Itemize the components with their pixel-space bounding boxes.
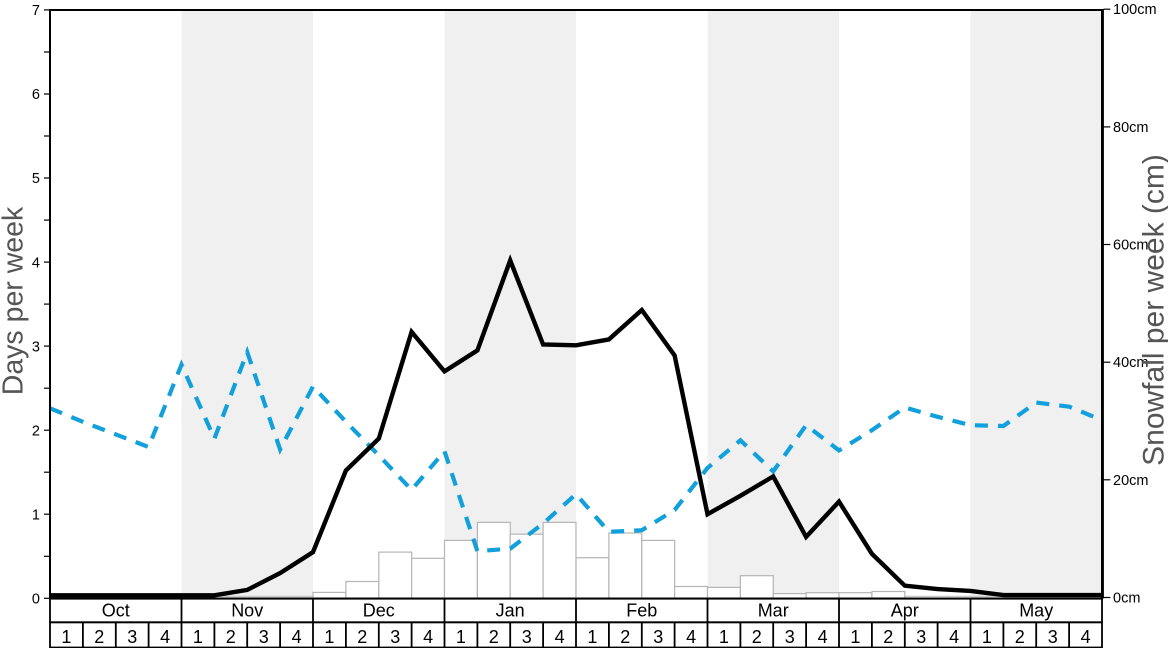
svg-text:Oct: Oct: [102, 601, 130, 621]
svg-text:100cm: 100cm: [1113, 2, 1157, 18]
svg-text:40cm: 40cm: [1113, 355, 1148, 371]
svg-text:80cm: 80cm: [1113, 120, 1148, 136]
svg-text:2: 2: [357, 627, 367, 647]
svg-text:3: 3: [259, 627, 269, 647]
svg-text:7: 7: [32, 3, 40, 19]
svg-text:5: 5: [32, 171, 40, 187]
svg-text:3: 3: [390, 627, 400, 647]
svg-text:2: 2: [489, 627, 499, 647]
svg-text:1: 1: [456, 627, 466, 647]
svg-text:3: 3: [916, 627, 926, 647]
svg-text:4: 4: [32, 255, 40, 271]
svg-text:20cm: 20cm: [1113, 473, 1148, 489]
svg-text:3: 3: [785, 627, 795, 647]
svg-text:2: 2: [226, 627, 236, 647]
svg-text:Feb: Feb: [626, 601, 657, 621]
svg-text:2: 2: [752, 627, 762, 647]
svg-text:Dec: Dec: [363, 601, 395, 621]
svg-text:4: 4: [949, 627, 959, 647]
svg-text:1: 1: [61, 627, 71, 647]
svg-text:3: 3: [127, 627, 137, 647]
svg-text:Nov: Nov: [231, 601, 263, 621]
svg-text:0: 0: [32, 592, 40, 608]
svg-text:3: 3: [522, 627, 532, 647]
svg-text:3: 3: [32, 339, 40, 355]
svg-text:4: 4: [686, 627, 696, 647]
svg-text:4: 4: [292, 627, 302, 647]
svg-text:4: 4: [423, 627, 433, 647]
svg-text:Days per week: Days per week: [0, 206, 29, 395]
svg-text:3: 3: [653, 627, 663, 647]
svg-text:2: 2: [1015, 627, 1025, 647]
svg-text:Jan: Jan: [496, 601, 525, 621]
svg-text:1: 1: [850, 627, 860, 647]
svg-text:May: May: [1019, 601, 1053, 621]
svg-text:Snowfall per week (cm): Snowfall per week (cm): [1138, 154, 1168, 466]
svg-text:Apr: Apr: [891, 601, 919, 621]
svg-text:3: 3: [1048, 627, 1058, 647]
svg-text:1: 1: [587, 627, 597, 647]
svg-text:2: 2: [32, 423, 40, 439]
svg-text:2: 2: [620, 627, 630, 647]
svg-text:0cm: 0cm: [1113, 591, 1140, 607]
svg-text:4: 4: [818, 627, 828, 647]
svg-text:4: 4: [555, 627, 565, 647]
svg-text:1: 1: [193, 627, 203, 647]
svg-text:4: 4: [1081, 627, 1091, 647]
svg-text:6: 6: [32, 87, 40, 103]
svg-text:1: 1: [32, 508, 40, 524]
svg-text:1: 1: [719, 627, 729, 647]
svg-text:2: 2: [883, 627, 893, 647]
svg-text:Mar: Mar: [758, 601, 789, 621]
svg-text:1: 1: [324, 627, 334, 647]
svg-text:60cm: 60cm: [1113, 238, 1148, 254]
svg-text:1: 1: [982, 627, 992, 647]
svg-text:4: 4: [160, 627, 170, 647]
svg-text:2: 2: [94, 627, 104, 647]
